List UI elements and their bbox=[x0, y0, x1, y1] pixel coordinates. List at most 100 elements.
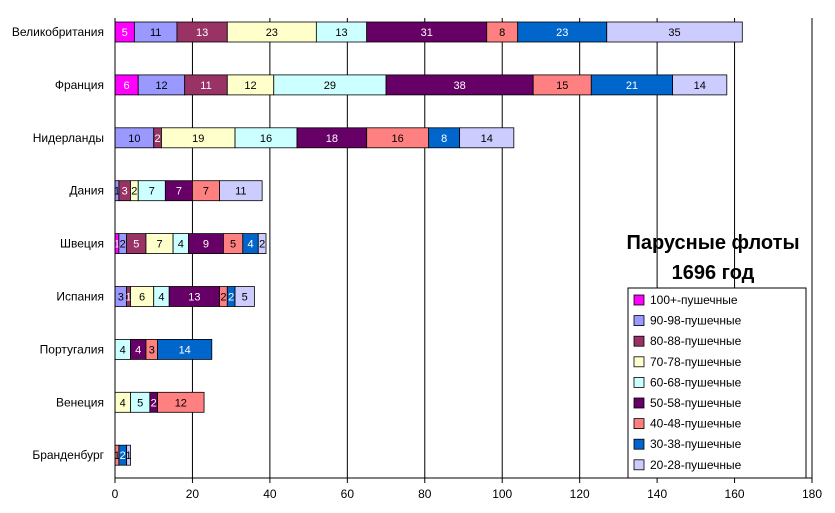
legend-swatch bbox=[633, 335, 645, 347]
data-label: 29 bbox=[324, 80, 336, 92]
data-label: 4 bbox=[120, 344, 126, 356]
data-label: 13 bbox=[335, 27, 347, 39]
data-label: 21 bbox=[626, 80, 638, 92]
category-label: Испания bbox=[56, 290, 104, 304]
bar-segment bbox=[157, 391, 205, 413]
x-tick-label: 80 bbox=[418, 487, 432, 501]
legend-swatch bbox=[633, 418, 645, 430]
legend-swatch bbox=[633, 294, 645, 306]
data-label: 8 bbox=[441, 133, 447, 145]
chart-title: Парусные флоты 1696 год bbox=[626, 232, 799, 284]
x-tick-label: 100 bbox=[492, 487, 512, 501]
data-label: 5 bbox=[122, 27, 128, 39]
data-label: 12 bbox=[175, 397, 187, 409]
category-label: Франция bbox=[55, 78, 104, 92]
bar-segment bbox=[257, 233, 267, 255]
data-label: 4 bbox=[135, 344, 141, 356]
x-tick-label: 120 bbox=[570, 487, 590, 501]
data-label: 11 bbox=[235, 186, 246, 198]
category-label: Швеция bbox=[60, 237, 104, 251]
legend-entry: 30-38-пушечные bbox=[650, 437, 742, 451]
category-label: Бранденбург bbox=[32, 448, 104, 462]
legend-entry: 100+-пушечные bbox=[650, 293, 738, 307]
legend-entry: 40-48-пушечные bbox=[650, 417, 742, 431]
legend-entry: 90-98-пушечные bbox=[650, 314, 742, 328]
data-label: 5 bbox=[133, 239, 139, 251]
category-label: Великобритания bbox=[12, 25, 104, 39]
bar-segment bbox=[126, 444, 131, 466]
data-label: 1 bbox=[114, 239, 120, 251]
data-label: 11 bbox=[200, 80, 211, 92]
x-tick-label: 60 bbox=[341, 487, 355, 501]
data-label: 6 bbox=[139, 292, 145, 304]
legend-swatch bbox=[633, 459, 645, 471]
data-label: 10 bbox=[128, 133, 140, 145]
bar-segment bbox=[606, 21, 743, 43]
legend-entry: 60-68-пушечные bbox=[650, 375, 742, 389]
data-label: 5 bbox=[230, 239, 236, 251]
data-label: 13 bbox=[188, 292, 200, 304]
data-label: 1 bbox=[125, 292, 131, 304]
data-label: 16 bbox=[392, 133, 404, 145]
data-label: 1 bbox=[114, 450, 120, 462]
legend-entry: 50-58-пушечные bbox=[650, 396, 742, 410]
data-label: 5 bbox=[137, 397, 143, 409]
x-axis: 0 20 40 60 80 100 120 140 160 180 bbox=[112, 18, 822, 501]
category-labels: Великобритания Франция Нидерланды Дания Швец… bbox=[12, 25, 105, 462]
legend-box bbox=[627, 287, 807, 479]
data-label: 31 bbox=[421, 27, 433, 39]
data-label: 1 bbox=[125, 450, 131, 462]
data-label: 2 bbox=[155, 133, 161, 145]
x-tick-label: 140 bbox=[647, 487, 667, 501]
data-label: 4 bbox=[120, 397, 126, 409]
data-label: 13 bbox=[196, 27, 208, 39]
data-label: 4 bbox=[158, 292, 164, 304]
data-label: 14 bbox=[179, 344, 191, 356]
x-tick-label: 20 bbox=[186, 487, 200, 501]
bar-segment bbox=[234, 286, 255, 307]
data-label: 3 bbox=[122, 186, 128, 198]
data-label: 2 bbox=[120, 239, 126, 251]
data-label: 4 bbox=[178, 239, 184, 251]
data-label: 18 bbox=[326, 133, 338, 145]
data-label: 4 bbox=[247, 239, 253, 251]
category-label: Португалия bbox=[40, 342, 104, 356]
data-label: 23 bbox=[556, 27, 568, 39]
legend-swatch bbox=[633, 438, 645, 450]
data-label: 14 bbox=[481, 133, 493, 145]
x-tick-label: 180 bbox=[802, 487, 822, 501]
category-label: Дания bbox=[69, 184, 104, 198]
data-label: 38 bbox=[454, 80, 466, 92]
legend-swatch bbox=[633, 315, 645, 327]
bar-segment bbox=[672, 74, 728, 96]
data-label: 5 bbox=[242, 292, 248, 304]
legend-entry: 80-88-пушечные bbox=[650, 334, 742, 348]
bar-segment bbox=[459, 127, 515, 149]
data-label: 2 bbox=[120, 450, 126, 462]
legend: 100+-пушечные 90-98-пушечные 80-88-пушечны… bbox=[627, 287, 807, 479]
data-label: 2 bbox=[151, 397, 157, 409]
data-label: 12 bbox=[155, 80, 167, 92]
legend-entry: 20-28-пушечные bbox=[650, 458, 742, 472]
data-label: 6 bbox=[124, 80, 130, 92]
category-label: Нидерланды bbox=[33, 131, 104, 145]
data-label: 1 bbox=[114, 186, 120, 198]
data-label: 7 bbox=[203, 186, 209, 198]
data-label: 19 bbox=[192, 133, 204, 145]
data-label: 3 bbox=[118, 292, 124, 304]
data-label: 9 bbox=[203, 239, 209, 251]
data-label: 12 bbox=[244, 80, 256, 92]
data-label: 14 bbox=[694, 80, 706, 92]
legend-swatch bbox=[633, 397, 645, 409]
data-label: 11 bbox=[150, 27, 161, 39]
x-tick-label: 40 bbox=[263, 487, 277, 501]
data-label: 2 bbox=[228, 292, 234, 304]
data-label: 2 bbox=[220, 292, 226, 304]
bar-segment bbox=[157, 338, 213, 360]
data-label: 7 bbox=[176, 186, 182, 198]
x-tick-label: 0 bbox=[112, 487, 119, 501]
category-label: Венеция bbox=[56, 395, 104, 409]
data-label: 8 bbox=[499, 27, 505, 39]
